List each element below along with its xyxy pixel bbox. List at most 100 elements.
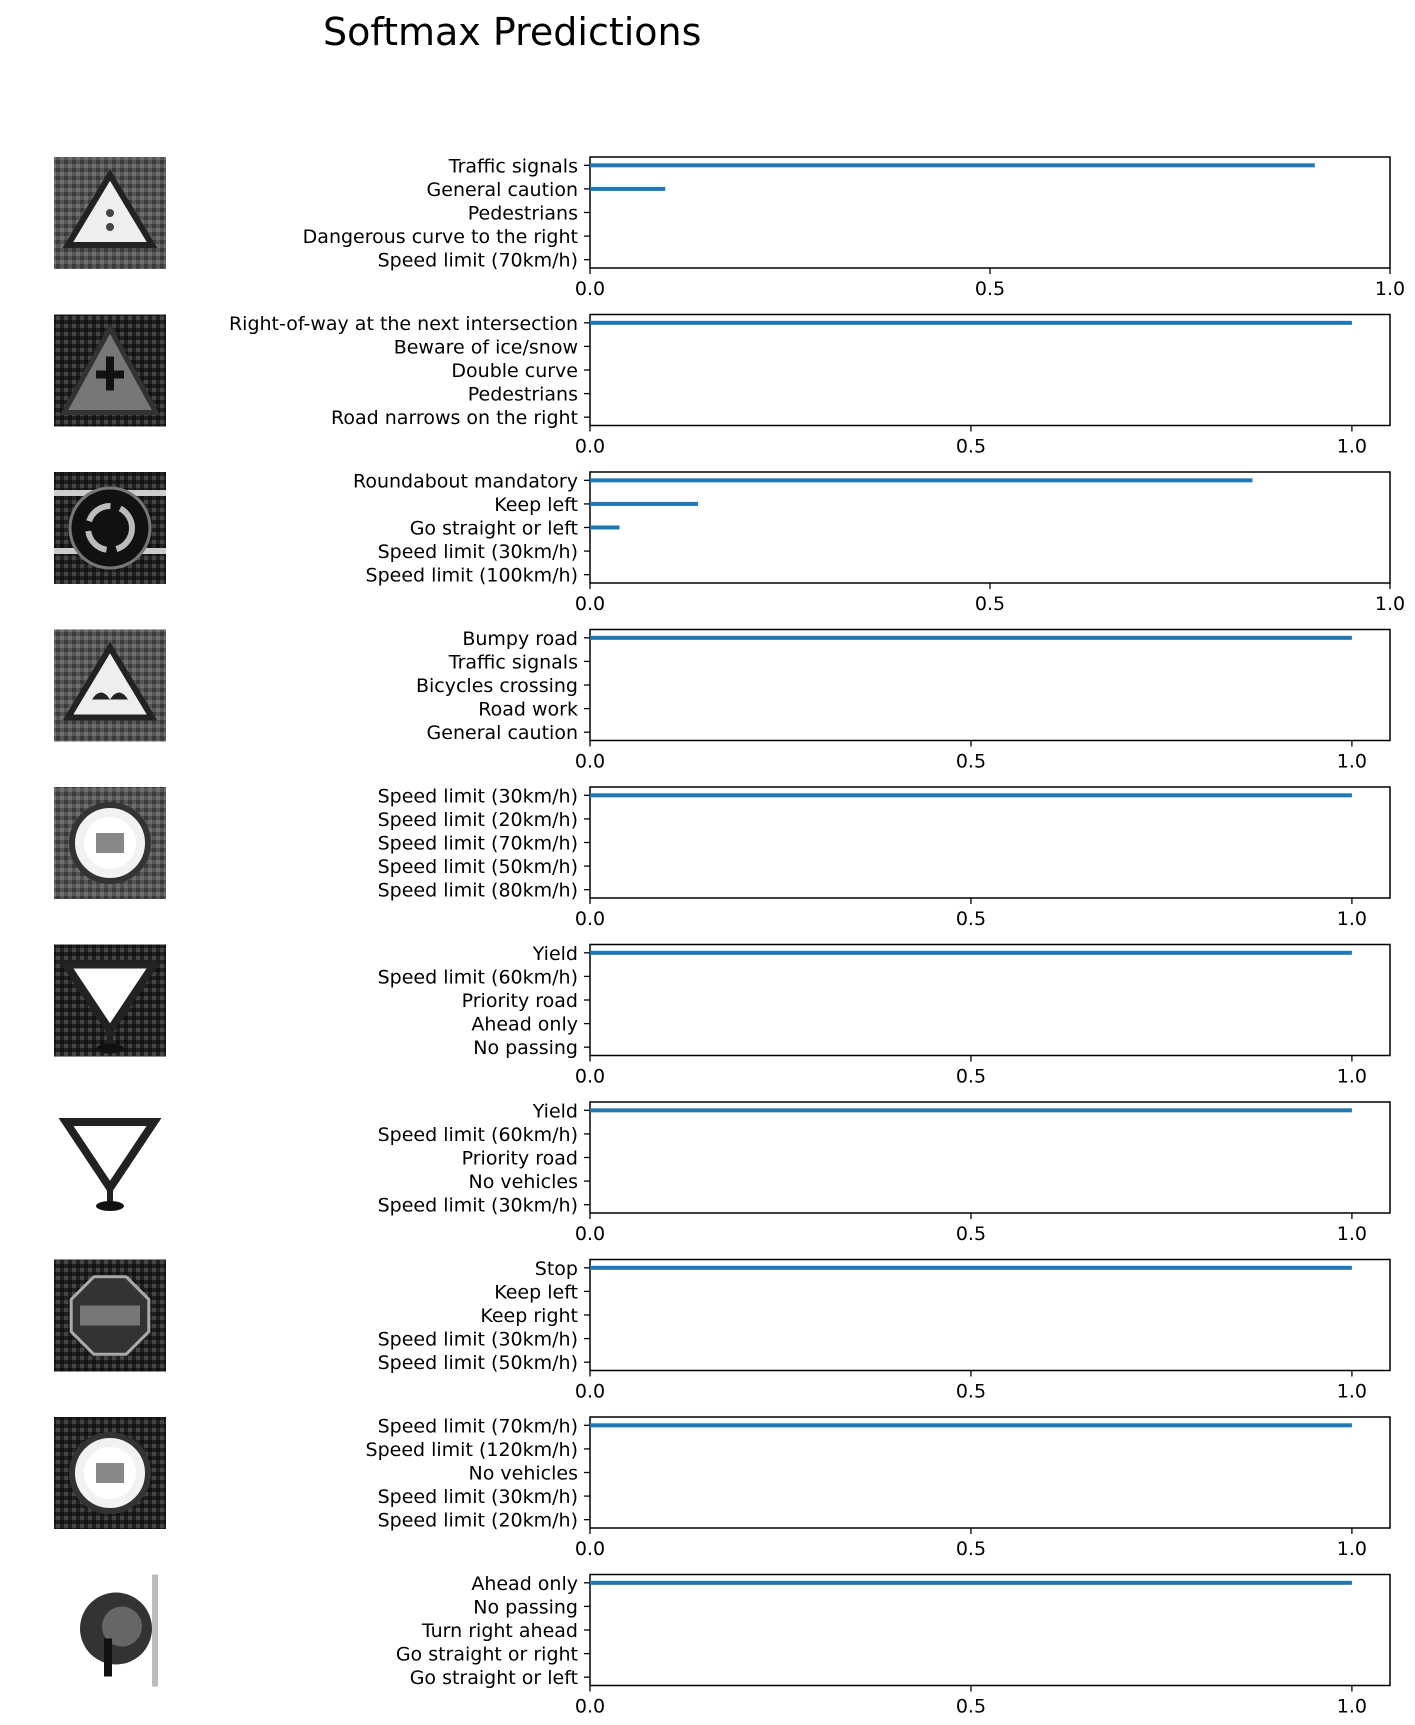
y-tick-label: Yield	[532, 943, 578, 965]
y-tick-label: Speed limit (30km/h)	[378, 1486, 578, 1508]
yield-sign-thumbnail-1	[54, 944, 166, 1057]
x-tick-label: 0.5	[975, 278, 1005, 300]
y-tick-label: Keep right	[480, 1305, 578, 1327]
y-tick-label: Speed limit (30km/h)	[378, 1195, 578, 1217]
x-tick-label: 0.5	[956, 1223, 986, 1245]
x-tick-label: 1.0	[1375, 278, 1405, 300]
y-tick-label: Beware of ice/snow	[394, 336, 578, 358]
y-tick-label: No vehicles	[469, 1463, 578, 1485]
y-tick-label: Speed limit (70km/h)	[378, 250, 578, 272]
bar	[590, 163, 1315, 168]
bar	[590, 793, 1352, 798]
y-tick-label: Road work	[478, 699, 578, 721]
page-title: Softmax Predictions	[323, 10, 702, 54]
subplot-9: Speed limit (70km/h)Speed limit (120km/h…	[54, 1415, 1391, 1560]
x-tick-label: 0.0	[575, 1223, 605, 1245]
y-tick-label: Keep left	[494, 494, 578, 516]
y-tick-label: Roundabout mandatory	[353, 470, 578, 492]
bar	[590, 320, 1352, 325]
roundabout-sign-thumbnail	[54, 472, 166, 584]
axes-frame	[589, 156, 1391, 269]
x-tick-label: 0.0	[575, 751, 605, 773]
y-tick-label: Speed limit (50km/h)	[378, 856, 578, 878]
x-tick-label: 1.0	[1337, 1381, 1367, 1403]
x-tick-label: 1.0	[1337, 1696, 1367, 1718]
y-tick-label: Traffic signals	[448, 651, 578, 673]
bumpy-road-sign-thumbnail	[54, 629, 166, 742]
y-tick-label: Speed limit (30km/h)	[378, 541, 578, 563]
y-tick-label: Speed limit (60km/h)	[378, 966, 578, 988]
bar	[590, 950, 1352, 955]
y-tick-label: Bicycles crossing	[416, 675, 578, 697]
y-tick-label: Go straight or left	[410, 1667, 578, 1689]
axes-frame	[589, 471, 1391, 584]
x-tick-label: 0.0	[575, 1066, 605, 1088]
y-tick-label: Turn right ahead	[421, 1620, 578, 1642]
y-tick-label: Pedestrians	[468, 203, 578, 225]
y-tick-label: Yield	[532, 1100, 578, 1122]
bar	[590, 1108, 1352, 1113]
x-tick-label: 0.0	[575, 1538, 605, 1560]
y-tick-label: Priority road	[462, 1148, 578, 1170]
x-tick-label: 1.0	[1337, 1538, 1367, 1560]
traffic-signals-sign-thumbnail	[54, 157, 166, 269]
axes-frame	[589, 1416, 1391, 1529]
y-tick-label: Speed limit (120km/h)	[366, 1439, 578, 1461]
yield-sign-thumbnail-2	[54, 1102, 166, 1214]
y-tick-label: Right-of-way at the next intersection	[229, 313, 578, 335]
y-tick-label: Double curve	[451, 360, 578, 382]
y-tick-label: General caution	[427, 722, 578, 744]
y-tick-label: General caution	[427, 179, 578, 201]
x-tick-label: 0.5	[956, 1381, 986, 1403]
y-tick-label: Speed limit (30km/h)	[378, 785, 578, 807]
y-tick-label: No passing	[473, 1037, 578, 1059]
bar	[590, 1580, 1352, 1585]
x-tick-label: 0.5	[956, 1538, 986, 1560]
axes-frame	[589, 628, 1391, 742]
x-tick-label: 1.0	[1337, 751, 1367, 773]
bar	[590, 1423, 1352, 1428]
y-tick-label: No vehicles	[469, 1171, 578, 1193]
bar	[590, 501, 698, 506]
y-tick-label: Stop	[535, 1258, 578, 1280]
y-tick-label: No passing	[473, 1596, 578, 1618]
x-tick-label: 0.5	[956, 908, 986, 930]
x-tick-label: 0.5	[975, 593, 1005, 615]
axes-frame	[589, 943, 1391, 1057]
bar	[590, 186, 666, 191]
x-tick-label: 0.0	[575, 436, 605, 458]
y-tick-label: Ahead only	[471, 1573, 578, 1595]
y-tick-label: Speed limit (100km/h)	[366, 565, 578, 587]
x-tick-label: 1.0	[1337, 1066, 1367, 1088]
stop-sign-thumbnail	[54, 1259, 166, 1372]
y-tick-label: Speed limit (30km/h)	[378, 1329, 578, 1351]
axes-frame	[589, 313, 1391, 427]
ahead-only-sign-thumbnail	[54, 1574, 166, 1687]
y-tick-label: Speed limit (20km/h)	[378, 809, 578, 831]
y-tick-label: Priority road	[462, 990, 578, 1012]
x-tick-label: 0.0	[575, 278, 605, 300]
subplot-2: Right-of-way at the next intersectionBew…	[54, 313, 1391, 458]
y-tick-label: Speed limit (20km/h)	[378, 1510, 578, 1532]
y-tick-label: Keep left	[494, 1281, 578, 1303]
y-tick-label: Traffic signals	[448, 155, 578, 177]
x-tick-label: 0.0	[575, 1696, 605, 1718]
axes-frame	[589, 1101, 1391, 1214]
x-tick-label: 0.5	[956, 1696, 986, 1718]
bar	[590, 635, 1352, 640]
y-tick-label: Road narrows on the right	[331, 407, 578, 429]
y-tick-label: Dangerous curve to the right	[303, 226, 578, 248]
x-tick-label: 0.0	[575, 593, 605, 615]
speed-limit-30-sign-thumbnail	[54, 787, 166, 899]
y-tick-label: Go straight or left	[410, 518, 578, 540]
y-tick-label: Speed limit (60km/h)	[378, 1124, 578, 1146]
bar	[590, 525, 620, 530]
right-of-way-sign-thumbnail	[54, 314, 166, 427]
axes-frame	[589, 1573, 1391, 1687]
